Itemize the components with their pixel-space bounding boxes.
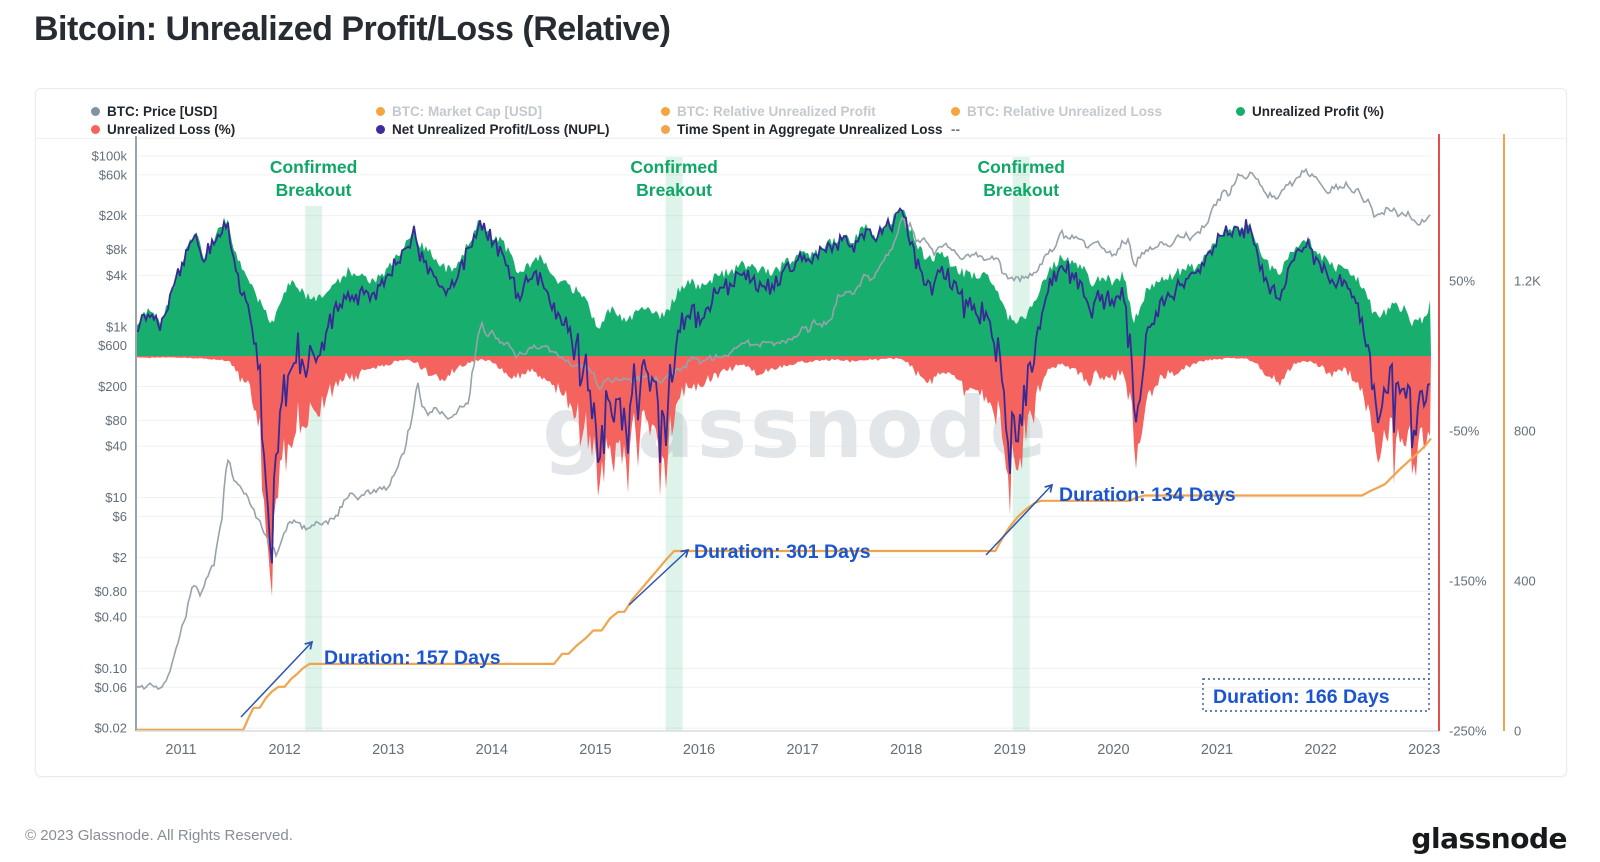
legend-label-time-spent-in-aggregate-unrealized-loss: Time Spent in Aggregate Unrealized Loss	[677, 121, 943, 137]
legend-item-btc-relative-unrealized-profit[interactable]: BTC: Relative Unrealized Profit	[661, 103, 876, 119]
copyright-text: © 2023 Glassnode. All Rights Reserved.	[25, 827, 293, 844]
legend-label-btc-price-usd: BTC: Price [USD]	[107, 103, 218, 119]
legend-item-btc-relative-unrealized-loss[interactable]: BTC: Relative Unrealized Loss	[951, 103, 1163, 119]
year-tick: 2014	[476, 742, 508, 758]
breakout-label-3: ConfirmedBreakout	[977, 157, 1065, 200]
year-tick: 2013	[372, 742, 404, 758]
left-axis-tick: $60k	[99, 167, 128, 182]
left-axis-tick: $4k	[106, 268, 127, 283]
legend: BTC: Price [USD] BTC: Market Cap [USD] BTC…	[36, 89, 1566, 138]
year-tick: 2022	[1304, 742, 1336, 758]
percent-axis-tick: -150%	[1449, 574, 1487, 589]
legend-dot-btc-market-cap-usd	[376, 106, 385, 116]
left-axis-tick: $2	[113, 550, 127, 565]
year-tick: 2015	[579, 742, 611, 758]
left-axis-tick: $0.80	[94, 584, 127, 599]
year-tick: 2018	[890, 742, 922, 758]
legend-dot-btc-relative-unrealized-loss	[951, 106, 960, 116]
left-axis-tick: $0.10	[94, 661, 127, 676]
legend-item-unrealized-profit[interactable]: Unrealized Profit (%)	[1236, 103, 1385, 119]
legend-item-dashes[interactable]: --	[951, 121, 960, 137]
legend-label-unrealized-profit: Unrealized Profit (%)	[1252, 103, 1385, 119]
duration-arrow-3	[985, 483, 1054, 556]
unrealized-loss-area	[136, 356, 1431, 597]
legend-label-btc-market-cap-usd: BTC: Market Cap [USD]	[392, 103, 543, 119]
duration-box	[1202, 678, 1430, 712]
breakout-label-2: ConfirmedBreakout	[630, 157, 718, 200]
legend-label-btc-relative-unrealized-loss: BTC: Relative Unrealized Loss	[967, 103, 1163, 119]
chart-canvas[interactable]: glassnode$100k$60k$20k$8k$4k$1k$600$200$…	[36, 89, 1566, 776]
days-axis-tick: 800	[1514, 424, 1536, 439]
duration-label-4: Duration: 166 Days	[1213, 686, 1390, 708]
duration-label-2: Duration: 301 Days	[694, 541, 871, 563]
left-axis-tick: $200	[98, 379, 127, 394]
year-tick: 2023	[1408, 742, 1440, 758]
left-axis-tick: $8k	[106, 242, 127, 257]
nupl-line	[136, 207, 1431, 564]
legend-label-net-unrealized-profit-loss-nupl: Net Unrealized Profit/Loss (NUPL)	[392, 121, 610, 137]
left-axis-tick: $40	[105, 439, 127, 454]
legend-dot-unrealized-loss	[91, 124, 100, 134]
legend-dot-time-spent-in-aggregate-unrealized-loss	[661, 124, 670, 134]
left-axis-tick: $0.40	[94, 610, 127, 625]
legend-item-net-unrealized-profit-loss-nupl[interactable]: Net Unrealized Profit/Loss (NUPL)	[376, 121, 610, 137]
year-tick: 2017	[786, 742, 818, 758]
plot-hover-area[interactable]	[136, 136, 1433, 731]
left-axis-tick: $100k	[92, 149, 128, 164]
year-tick: 2012	[268, 742, 300, 758]
legend-label-dashes: --	[951, 121, 960, 137]
year-tick: 2011	[165, 742, 196, 758]
days-axis-tick: 0	[1514, 724, 1521, 739]
left-axis-tick: $6	[113, 509, 127, 524]
year-tick: 2016	[683, 742, 715, 758]
glassnode-logo: glassnode	[1411, 822, 1567, 855]
btc-price-line	[136, 167, 1431, 691]
legend-item-btc-price-usd[interactable]: BTC: Price [USD]	[91, 103, 218, 119]
legend-dot-btc-price-usd	[91, 106, 100, 116]
legend-label-btc-relative-unrealized-profit: BTC: Relative Unrealized Profit	[677, 103, 876, 119]
percent-axis-tick: -250%	[1449, 724, 1487, 739]
legend-dot-unrealized-profit	[1236, 106, 1245, 116]
legend-item-btc-market-cap-usd[interactable]: BTC: Market Cap [USD]	[376, 103, 543, 119]
percent-axis-tick: -50%	[1449, 424, 1480, 439]
breakout-label-1: ConfirmedBreakout	[270, 157, 358, 200]
duration-label-3: Duration: 134 Days	[1059, 484, 1236, 506]
left-axis-tick: $1k	[106, 319, 127, 334]
time-in-loss-line	[136, 437, 1432, 731]
left-axis-tick: $0.06	[94, 680, 127, 695]
left-axis-tick: $0.02	[94, 721, 127, 736]
chart-card: BTC: Price [USD] BTC: Market Cap [USD] BTC…	[35, 88, 1567, 777]
unrealized-profit-area	[136, 207, 1431, 356]
legend-dot-btc-relative-unrealized-profit	[661, 106, 670, 116]
legend-dot-net-unrealized-profit-loss-nupl	[376, 124, 385, 134]
legend-item-unrealized-loss[interactable]: Unrealized Loss (%)	[91, 121, 236, 137]
days-axis-tick: 1.2K	[1514, 274, 1541, 289]
duration-label-1: Duration: 157 Days	[324, 647, 501, 669]
percent-axis-tick: 50%	[1449, 274, 1475, 289]
left-axis-tick: $10	[105, 490, 127, 505]
duration-arrow-2	[628, 548, 690, 606]
left-axis-tick: $600	[98, 338, 127, 353]
legend-label-unrealized-loss: Unrealized Loss (%)	[107, 121, 236, 137]
left-axis-tick: $20k	[99, 208, 128, 223]
left-axis-tick: $80	[105, 413, 127, 428]
duration-arrow-1	[240, 640, 314, 718]
year-tick: 2020	[1097, 742, 1129, 758]
year-tick: 2021	[1201, 742, 1233, 758]
year-tick: 2019	[994, 742, 1026, 758]
page-title: Bitcoin: Unrealized Profit/Loss (Relativ…	[34, 10, 671, 48]
days-axis-tick: 400	[1514, 574, 1536, 589]
legend-item-time-spent-in-aggregate-unrealized-loss[interactable]: Time Spent in Aggregate Unrealized Loss	[661, 121, 943, 137]
